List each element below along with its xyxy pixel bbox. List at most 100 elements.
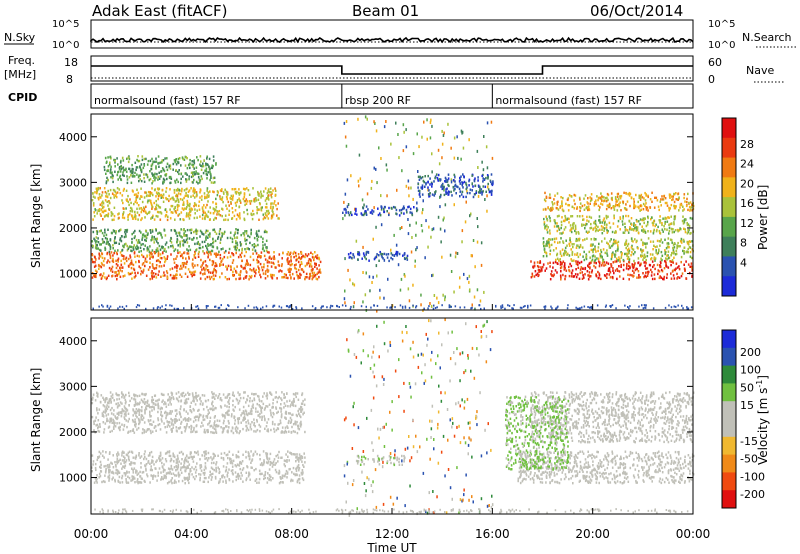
data-cell	[176, 187, 179, 191]
data-cell	[259, 458, 261, 461]
data-cell	[94, 191, 96, 194]
data-cell	[188, 212, 190, 215]
data-cell	[690, 231, 692, 235]
data-cell	[191, 163, 193, 166]
data-cell	[590, 222, 592, 226]
data-cell	[345, 211, 347, 214]
data-cell	[121, 254, 124, 257]
data-cell	[129, 198, 131, 201]
data-cell	[268, 468, 271, 471]
data-cell	[120, 259, 122, 263]
data-cell	[197, 240, 199, 244]
data-cell	[568, 221, 570, 224]
data-cell	[264, 473, 266, 476]
data-cell	[653, 256, 656, 259]
data-cell	[122, 211, 125, 214]
ground-cell	[311, 305, 314, 308]
data-cell	[390, 256, 392, 260]
noise-cell	[403, 273, 406, 277]
data-cell	[590, 193, 593, 196]
data-cell	[465, 195, 467, 199]
data-cell	[245, 262, 247, 265]
data-cell	[582, 239, 584, 242]
data-cell	[116, 278, 118, 281]
data-cell	[133, 252, 136, 255]
data-cell	[445, 180, 447, 183]
data-cell	[605, 261, 608, 264]
data-cell	[342, 211, 344, 214]
data-cell	[129, 210, 132, 213]
data-cell	[271, 202, 273, 205]
ground-cell	[454, 305, 457, 308]
data-cell	[155, 259, 158, 263]
data-cell	[610, 257, 613, 261]
data-cell	[100, 463, 102, 466]
data-cell	[113, 214, 116, 218]
data-cell	[219, 264, 221, 267]
noise-cell	[358, 153, 361, 157]
ground-cell	[331, 305, 334, 308]
data-cell	[149, 251, 151, 255]
data-cell	[98, 208, 101, 211]
data-cell	[551, 201, 553, 204]
data-cell	[282, 276, 285, 279]
data-cell	[117, 257, 120, 260]
data-cell	[343, 208, 346, 211]
data-cell	[604, 274, 607, 278]
colorbar-swatch	[722, 157, 736, 178]
data-cell	[267, 461, 269, 465]
data-cell	[555, 247, 557, 250]
noise-cell	[471, 346, 474, 350]
data-cell	[138, 265, 140, 268]
data-cell	[264, 216, 267, 220]
noise-cell	[372, 350, 374, 354]
ground-cell	[214, 305, 217, 308]
data-cell	[225, 481, 227, 484]
data-cell	[134, 213, 136, 216]
noise-cell	[440, 399, 443, 403]
noise-cell	[363, 482, 366, 485]
data-cell	[188, 163, 191, 166]
data-cell	[120, 159, 122, 163]
data-cell	[268, 261, 270, 264]
data-cell	[169, 197, 172, 201]
data-cell	[183, 232, 185, 235]
data-cell	[262, 213, 265, 216]
noise-cell	[468, 436, 470, 440]
data-cell	[159, 161, 162, 164]
data-cell	[156, 479, 158, 482]
data-cell	[205, 172, 208, 176]
cpid-panel-frame	[90, 83, 694, 109]
data-cell	[196, 209, 198, 212]
noise-cell	[353, 401, 355, 405]
freq-panel-frame	[90, 55, 694, 82]
noise-cell	[373, 206, 375, 210]
data-cell	[544, 244, 547, 248]
data-cell	[187, 456, 190, 460]
data-cell	[259, 255, 262, 258]
data-cell	[220, 236, 222, 240]
data-cell	[627, 242, 630, 246]
noise-cell	[458, 511, 460, 515]
data-cell	[618, 256, 620, 259]
data-cell	[134, 217, 137, 220]
colorbar-swatch	[722, 137, 736, 159]
data-cell	[626, 257, 629, 260]
data-cell	[110, 176, 112, 179]
data-cell	[178, 475, 180, 478]
data-cell	[383, 207, 385, 211]
data-cell	[272, 460, 275, 463]
data-cell	[685, 204, 688, 208]
data-cell	[377, 213, 380, 217]
data-cell	[572, 245, 574, 249]
data-cell	[251, 248, 254, 251]
data-cell	[117, 451, 119, 454]
data-cell	[575, 260, 577, 263]
noise-cell	[478, 353, 480, 357]
data-cell	[140, 455, 143, 458]
noise-cell	[459, 352, 461, 356]
data-cell	[396, 253, 399, 256]
noise-cell	[398, 156, 400, 160]
noise-cell	[441, 142, 444, 146]
data-cell	[657, 272, 659, 276]
